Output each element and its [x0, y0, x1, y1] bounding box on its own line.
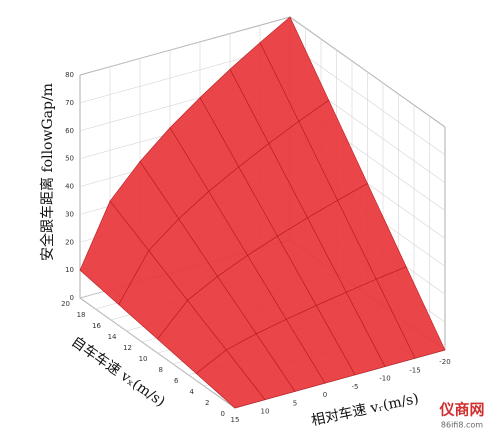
- x-tick-label: 8: [159, 366, 163, 374]
- x-tick-label: 14: [108, 333, 117, 341]
- y-tick-label: -5: [352, 383, 359, 391]
- z-tick-label: 50: [65, 155, 74, 163]
- z-tick-label: 70: [65, 99, 74, 107]
- z-tick-label: 20: [65, 238, 74, 246]
- y-tick-label: -20: [439, 358, 450, 366]
- watermark-url: 86ifi8.com: [441, 421, 483, 430]
- x-tick-label: 4: [190, 388, 195, 396]
- z-tick-label: 30: [65, 210, 74, 218]
- z-axis-label: 安全跟车距离 followGap/m: [39, 83, 56, 261]
- z-tick-label: 40: [65, 183, 74, 191]
- grid-line: [79, 297, 236, 409]
- x-tick-label: 0: [221, 410, 225, 418]
- z-tick-label: 10: [65, 266, 74, 274]
- z-tick-label: 0: [70, 294, 74, 302]
- y-tick-label: -15: [409, 366, 420, 374]
- x-tick-label: 18: [77, 311, 86, 319]
- grid-line: [79, 16, 291, 76]
- z-tick-label: 80: [65, 71, 74, 79]
- watermark-title: 仪商网: [438, 401, 484, 419]
- y-tick-label: 10: [261, 408, 270, 416]
- grid-line: [289, 16, 446, 128]
- y-tick-label: 0: [323, 391, 327, 399]
- x-tick-label: 20: [61, 300, 70, 308]
- x-tick-label: 12: [123, 344, 132, 352]
- x-tick-label: 6: [174, 377, 179, 385]
- z-tick-label: 60: [65, 127, 74, 135]
- x-tick-label: 16: [92, 322, 101, 330]
- y-tick-label: 5: [293, 399, 297, 407]
- x-axis-label: 自车车速 vₓ(m/s): [68, 333, 168, 410]
- y-tick-label: 15: [231, 416, 240, 424]
- surface-patch: [195, 349, 266, 409]
- x-tick-label: 2: [205, 399, 209, 407]
- x-tick-label: 10: [139, 355, 148, 363]
- grid-line: [289, 44, 446, 156]
- y-tick-label: -10: [379, 375, 390, 383]
